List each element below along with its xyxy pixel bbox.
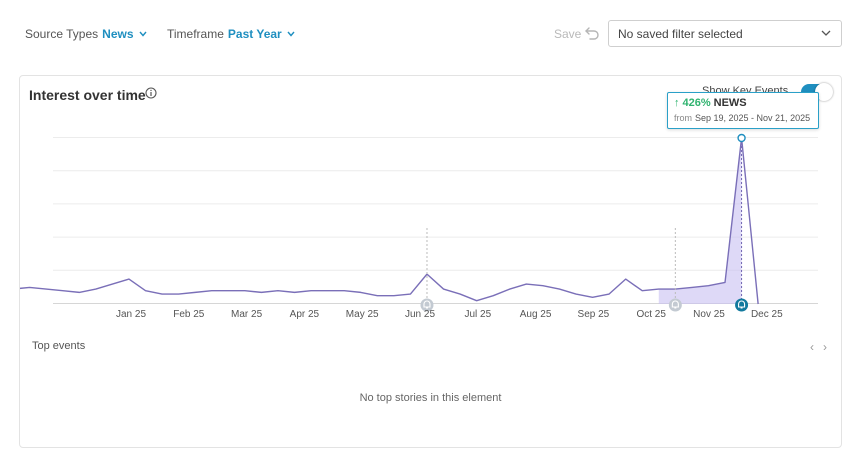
- x-tick-label: Apr 25: [290, 309, 320, 320]
- tooltip-source: NEWS: [713, 97, 747, 109]
- timeframe-filter[interactable]: Timeframe Past Year: [167, 27, 295, 41]
- highlight-area: [658, 138, 742, 304]
- chevron-down-icon: [138, 31, 147, 37]
- x-tick-label: Oct 25: [636, 309, 666, 320]
- timeframe-value: Past Year: [227, 27, 282, 41]
- x-tick-label: Nov 25: [693, 309, 725, 320]
- x-tick-label: Sep 25: [578, 309, 610, 320]
- source-types-value: News: [102, 27, 134, 41]
- peak-point: [737, 133, 746, 143]
- top-events-heading: Top events: [32, 340, 86, 352]
- saved-filter-value: No saved filter selected: [618, 26, 743, 41]
- x-tick-label: May 25: [346, 309, 379, 320]
- x-tick-label: Jul 25: [464, 309, 491, 320]
- tooltip-percent: 426%: [682, 97, 711, 109]
- x-tick-label: Aug 25: [520, 309, 552, 320]
- card-title: Interest over time: [29, 87, 146, 103]
- info-icon[interactable]: [145, 87, 157, 99]
- chevron-down-icon: [287, 31, 295, 37]
- key-event-marker[interactable]: [420, 228, 434, 312]
- saved-filter-select[interactable]: No saved filter selected: [608, 20, 842, 47]
- interest-over-time-card: Interest over time Show Key Events Jan 2…: [19, 75, 842, 448]
- previous-arrow-icon[interactable]: ‹: [810, 340, 814, 354]
- chevron-down-icon: [821, 30, 831, 36]
- key-event-marker[interactable]: [668, 228, 682, 312]
- arrow-up-icon: ↑: [674, 97, 680, 109]
- undo-icon[interactable]: [584, 25, 600, 41]
- source-types-filter[interactable]: Source Types News: [25, 27, 147, 41]
- empty-state-message: No top stories in this element: [359, 392, 502, 404]
- tooltip-range: Sep 19, 2025 - Nov 21, 2025: [695, 113, 811, 123]
- x-tick-label: Jan 25: [116, 309, 146, 320]
- key-event-marker[interactable]: [735, 298, 749, 312]
- x-tick-label: Jun 25: [405, 309, 435, 320]
- source-types-label: Source Types: [25, 27, 99, 41]
- x-tick-label: Feb 25: [173, 309, 205, 320]
- x-tick-label: Dec 25: [751, 309, 783, 320]
- toggle-knob: [815, 83, 833, 101]
- timeframe-label: Timeframe: [167, 27, 224, 41]
- x-tick-label: Mar 25: [231, 309, 263, 320]
- tooltip-from-label: from: [674, 113, 692, 123]
- series-line: [20, 137, 759, 305]
- next-arrow-icon[interactable]: ›: [823, 340, 827, 354]
- save-button[interactable]: Save: [554, 27, 582, 41]
- interest-chart: Jan 25 Feb 25 Mar 25 Apr 25 May 25 Jun 25 Jul …: [20, 133, 818, 320]
- peak-tooltip: ↑ 426% NEWS from Sep 19, 2025 - Nov 21, 2…: [667, 92, 819, 129]
